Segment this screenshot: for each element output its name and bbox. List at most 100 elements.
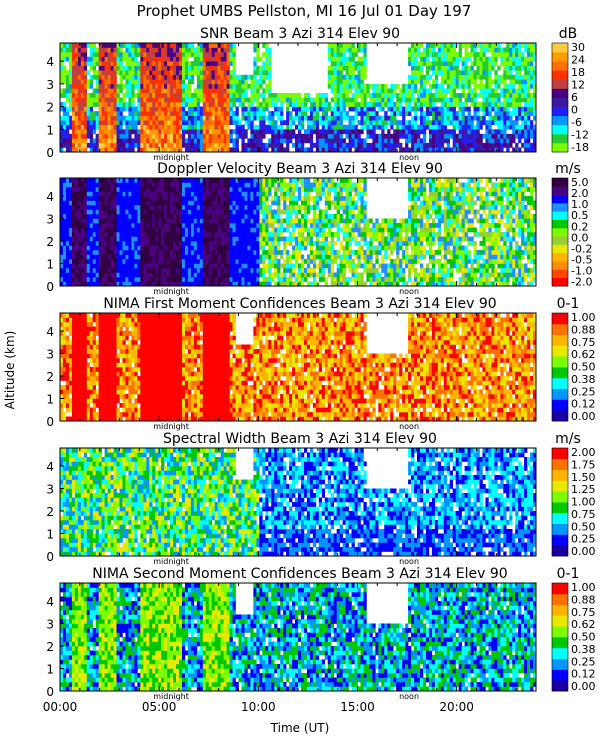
colorbar-tick-label: 0.5 bbox=[571, 209, 589, 222]
y-tick-label: 0 bbox=[46, 415, 54, 429]
colorbar-tick-label: 0.50 bbox=[571, 361, 596, 374]
colorbar-tick-label: -18 bbox=[571, 141, 589, 154]
panel-title: Doppler Velocity Beam 3 Azi 314 Elev 90 bbox=[157, 161, 443, 177]
y-tick-label: 0 bbox=[46, 550, 54, 564]
x-tick-label: 05:00 bbox=[142, 700, 177, 714]
colorbar-unit: 0-1 bbox=[557, 296, 580, 312]
panel-3: NIMA First Moment Confidences Beam 3 Azi… bbox=[46, 296, 595, 431]
colorbar-tick-label: 0.38 bbox=[571, 643, 596, 656]
y-tick-label: 3 bbox=[46, 618, 54, 632]
x-tick-label: 20:00 bbox=[439, 700, 474, 714]
y-tick-label: 2 bbox=[46, 101, 54, 115]
colorbar-tick-label: 1.00 bbox=[571, 496, 596, 509]
colorbar-tick-label: -6 bbox=[571, 116, 582, 129]
colorbar-tick-label: 0.12 bbox=[571, 398, 596, 411]
y-tick-label: 1 bbox=[46, 258, 54, 272]
panel-title: Spectral Width Beam 3 Azi 314 Elev 90 bbox=[163, 431, 437, 447]
colorbar: 5.02.01.00.50.20.0-0.2-0.5-1.0-2.0 bbox=[551, 176, 592, 289]
colorbar-tick-label: 0.75 bbox=[571, 336, 596, 349]
y-tick-label: 4 bbox=[46, 325, 54, 339]
y-tick-label: 4 bbox=[46, 595, 54, 609]
colorbar-tick-label: 5.0 bbox=[571, 176, 589, 189]
y-tick-label: 2 bbox=[46, 235, 54, 249]
colorbar-tick-label: 0 bbox=[571, 104, 578, 117]
colorbar: 2.001.751.501.251.000.750.500.250.00 bbox=[551, 446, 596, 558]
marker-midnight: midnight bbox=[153, 287, 189, 296]
figure-title: Prophet UMBS Pellston, MI 16 Jul 01 Day … bbox=[137, 2, 472, 20]
colorbar-tick-label: 0.88 bbox=[571, 323, 596, 336]
colorbar-tick-label: 0.75 bbox=[571, 606, 596, 619]
panel-4: Spectral Width Beam 3 Azi 314 Elev 90 0 1 2… bbox=[46, 431, 595, 566]
y-tick-label: 3 bbox=[46, 78, 54, 92]
colorbar-tick-label: 0.00 bbox=[571, 410, 596, 423]
x-axis-label: Time (UT) bbox=[270, 721, 330, 735]
colorbar-tick-label: 0.38 bbox=[571, 373, 596, 386]
colorbar-tick-label: 0.50 bbox=[571, 520, 596, 533]
marker-midnight: midnight bbox=[153, 153, 189, 162]
y-tick-label: 2 bbox=[46, 640, 54, 654]
y-tick-label: 3 bbox=[46, 483, 54, 497]
colorbar-tick-label: 2.0 bbox=[571, 187, 589, 200]
marker-midnight: midnight bbox=[153, 557, 189, 566]
y-tick-label: 1 bbox=[46, 663, 54, 677]
panel-5: NIMA Second Moment Confidences Beam 3 Az… bbox=[46, 566, 595, 701]
colorbar: 1.000.880.750.620.500.380.250.120.00 bbox=[551, 581, 596, 693]
heatmap-cells bbox=[60, 448, 537, 557]
colorbar-tick-label: 1.00 bbox=[571, 311, 596, 324]
colorbar-tick-label: 12 bbox=[571, 79, 585, 92]
colorbar-tick-label: 1.00 bbox=[571, 581, 596, 594]
x-tick-label: 10:00 bbox=[241, 700, 276, 714]
colorbar-tick-label: 0.2 bbox=[571, 220, 589, 233]
colorbar-tick-label: -0.2 bbox=[571, 242, 592, 255]
colorbar-tick-label: 0.62 bbox=[571, 618, 596, 631]
colorbar-tick-label: 24 bbox=[571, 54, 585, 67]
y-tick-label: 0 bbox=[46, 685, 54, 699]
colorbar-tick-label: -2.0 bbox=[571, 276, 592, 289]
y-tick-label: 4 bbox=[46, 460, 54, 474]
y-tick-label: 2 bbox=[46, 370, 54, 384]
heatmap-cells bbox=[60, 178, 537, 287]
colorbar-tick-label: 2.00 bbox=[571, 446, 596, 459]
y-tick-label: 1 bbox=[46, 393, 54, 407]
colorbar-tick-label: 18 bbox=[571, 66, 585, 79]
x-tick-label: 00:00 bbox=[43, 700, 78, 714]
marker-midnight: midnight bbox=[153, 422, 189, 431]
marker-midnight: midnight bbox=[153, 692, 189, 701]
marker-noon: noon bbox=[399, 422, 419, 431]
y-tick-label: 0 bbox=[46, 280, 54, 294]
y-tick-label: 2 bbox=[46, 505, 54, 519]
y-axis-label: Altitude (km) bbox=[3, 331, 17, 410]
colorbar-tick-label: 1.75 bbox=[571, 458, 596, 471]
colorbar-tick-label: 0.75 bbox=[571, 508, 596, 521]
colorbar-tick-label: 0.0 bbox=[571, 231, 589, 244]
y-tick-label: 0 bbox=[46, 146, 54, 160]
colorbar-unit: m/s bbox=[555, 431, 581, 447]
colorbar-tick-label: -0.5 bbox=[571, 253, 592, 266]
y-tick-label: 4 bbox=[46, 55, 54, 69]
colorbar-tick-label: 0.50 bbox=[571, 631, 596, 644]
y-tick-label: 1 bbox=[46, 123, 54, 137]
y-tick-label: 1 bbox=[46, 528, 54, 542]
y-tick-label: 3 bbox=[46, 213, 54, 227]
marker-noon: noon bbox=[399, 153, 419, 162]
colorbar-tick-label: 0.25 bbox=[571, 385, 596, 398]
y-tick-label: 4 bbox=[46, 190, 54, 204]
heatmap-cells bbox=[60, 313, 537, 422]
heatmap-cells bbox=[60, 583, 537, 692]
colorbar-tick-label: 1.0 bbox=[571, 198, 589, 211]
marker-noon: noon bbox=[399, 287, 419, 296]
heatmap-cells bbox=[60, 43, 537, 153]
marker-noon: noon bbox=[399, 692, 419, 701]
colorbar-tick-label: 1.25 bbox=[571, 483, 596, 496]
colorbar-tick-label: -12 bbox=[571, 129, 589, 142]
colorbar-unit: 0-1 bbox=[557, 566, 580, 582]
colorbar-unit: m/s bbox=[555, 161, 581, 177]
panel-title: SNR Beam 3 Azi 314 Elev 90 bbox=[200, 26, 400, 42]
colorbar-tick-label: 1.50 bbox=[571, 471, 596, 484]
colorbar: 1.000.880.750.620.500.380.250.120.00 bbox=[551, 311, 596, 423]
panel-2: Doppler Velocity Beam 3 Azi 314 Elev 90 0… bbox=[46, 161, 592, 296]
panel-title: NIMA First Moment Confidences Beam 3 Azi… bbox=[103, 296, 496, 312]
